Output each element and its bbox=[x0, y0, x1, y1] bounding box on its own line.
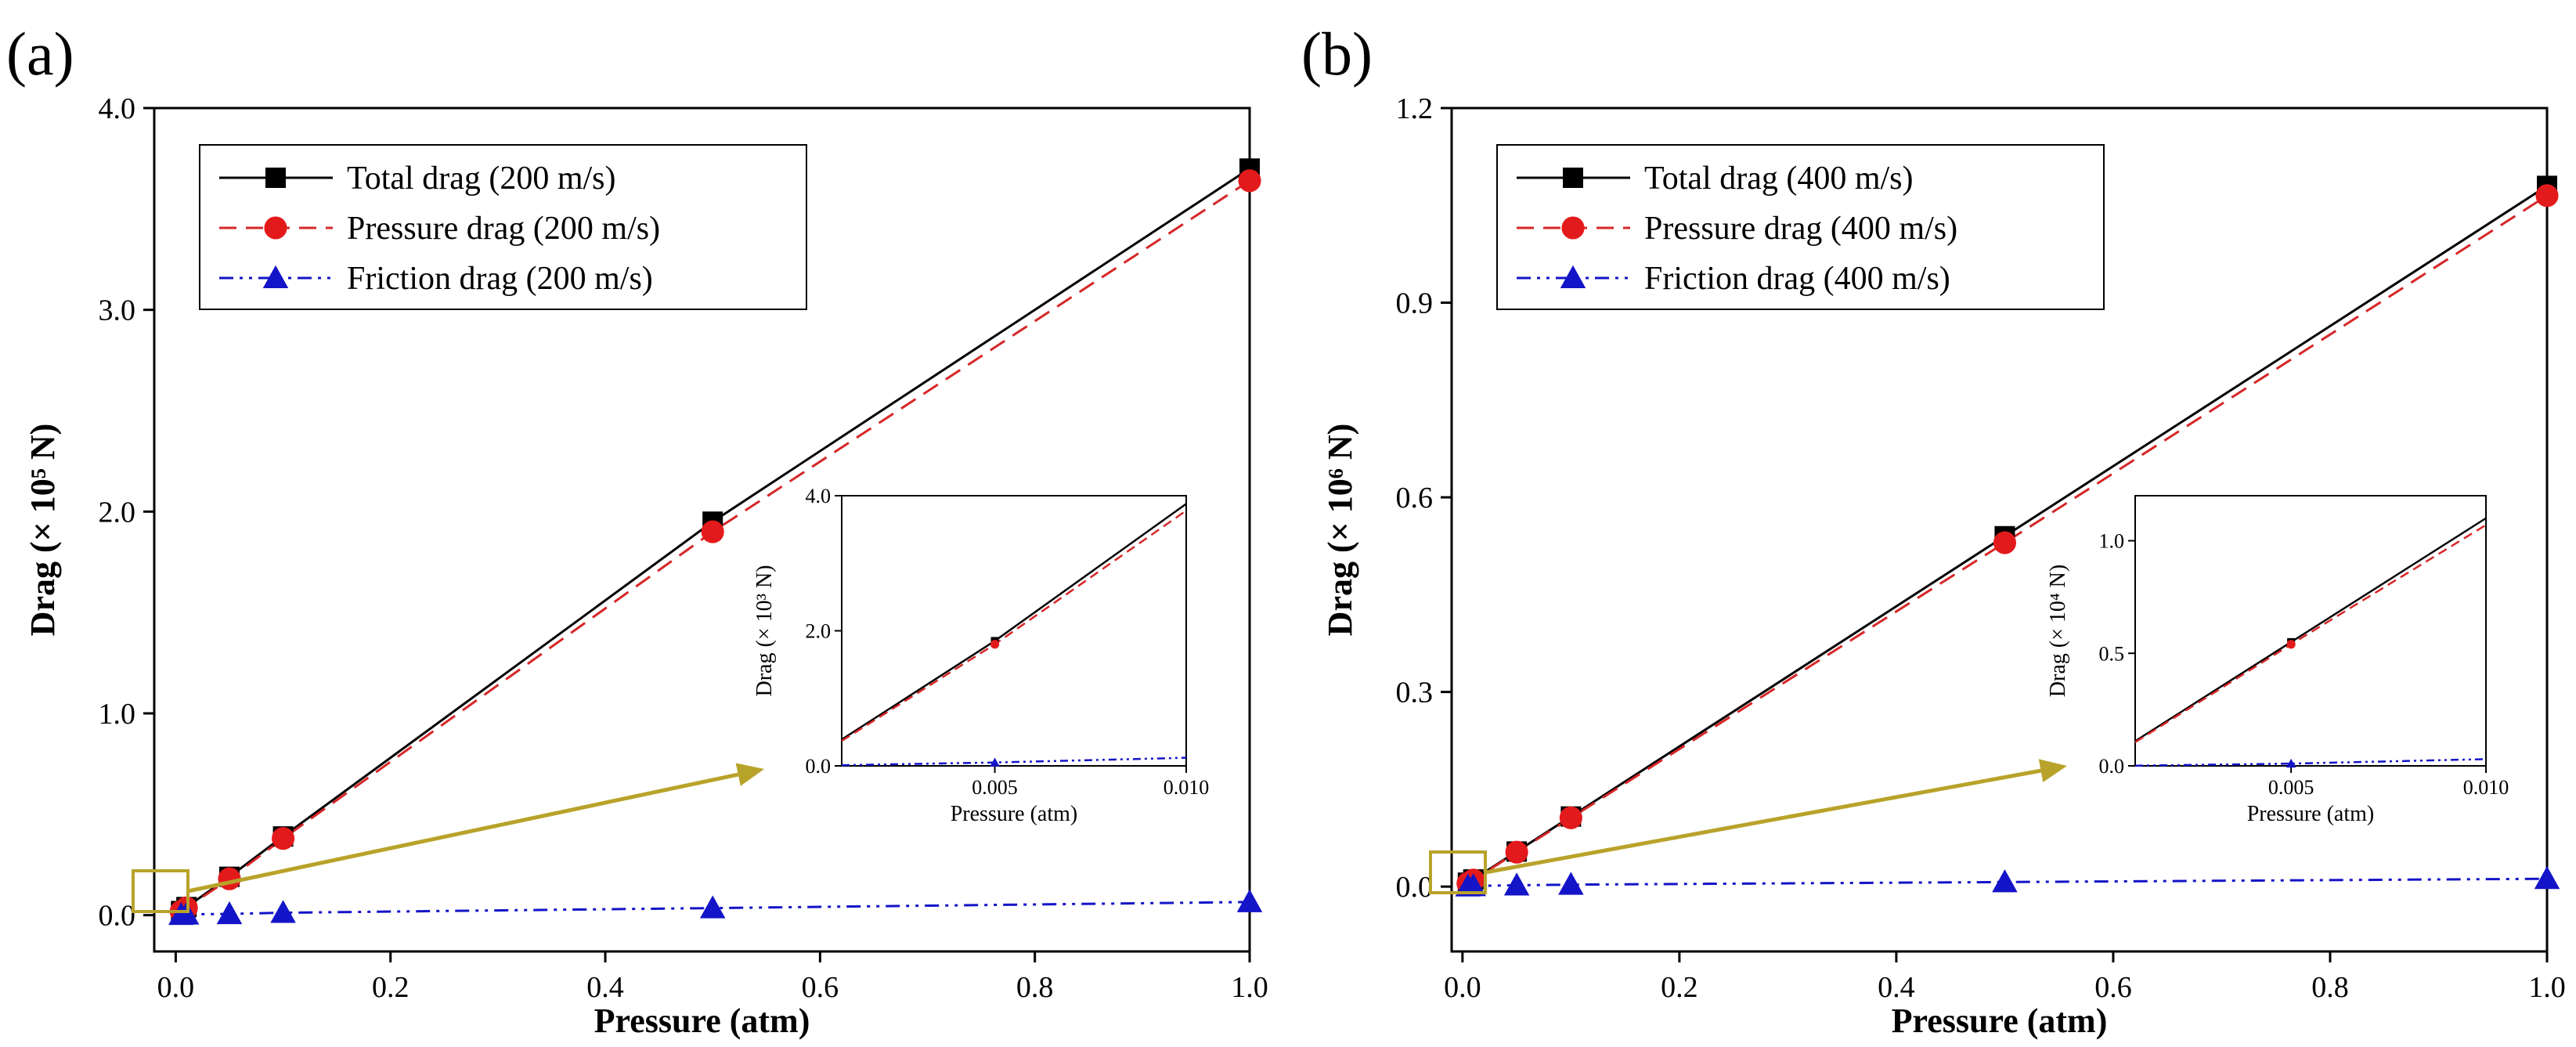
data-point-circle bbox=[1505, 840, 1528, 864]
y-axis-title: Drag (× 10⁶ N) bbox=[1321, 424, 1359, 637]
zoom-arrow bbox=[1485, 768, 2042, 875]
zoom-arrow bbox=[187, 772, 739, 894]
inset-data-point bbox=[2286, 758, 2296, 768]
panel-a: (a) 0.0 0.2 0.4 0.6 0.8 1.0 0.0 1.0 2.0 3.0 4.0 Pres… bbox=[6, 20, 1268, 1040]
data-point-triangle bbox=[2534, 865, 2560, 890]
legend-marker-square bbox=[265, 168, 286, 188]
x-tick-label: 1.0 bbox=[2528, 971, 2566, 1004]
data-point-circle bbox=[1993, 531, 2016, 554]
zoom-arrow-head bbox=[735, 763, 764, 786]
inset-y-axis-title: Drag (× 10³ N) bbox=[752, 565, 777, 696]
inset-y-tick-label: 1.0 bbox=[2099, 530, 2125, 553]
data-point-circle bbox=[2535, 184, 2559, 208]
legend-label: Total drag (200 m/s) bbox=[347, 161, 616, 197]
inset-data-point bbox=[2286, 640, 2296, 649]
data-point-triangle bbox=[216, 901, 243, 925]
x-tick-label: 0.0 bbox=[157, 971, 195, 1004]
x-tick-label: 0.2 bbox=[1661, 971, 1698, 1004]
inset-x-tick-label: 0.005 bbox=[2268, 776, 2314, 799]
x-tick-label: 0.4 bbox=[586, 971, 624, 1004]
y-tick-label: 0.3 bbox=[1396, 677, 1434, 709]
inset-x-tick-label: 0.010 bbox=[2463, 776, 2509, 799]
x-tick-label: 0.8 bbox=[2311, 971, 2349, 1004]
x-axis-title: Pressure (atm) bbox=[594, 1002, 810, 1040]
inset-x-axis-title: Pressure (atm) bbox=[2247, 802, 2375, 826]
y-axis-title: Drag (× 10⁵ N) bbox=[23, 424, 62, 637]
panel-label: (b) bbox=[1301, 20, 1373, 88]
y-tick-label: 3.0 bbox=[99, 294, 136, 327]
data-point-circle bbox=[1559, 806, 1582, 829]
legend-label: Total drag (400 m/s) bbox=[1644, 161, 1914, 197]
x-tick-label: 1.0 bbox=[1231, 971, 1268, 1004]
legend-marker-triangle bbox=[1560, 265, 1586, 288]
inset-series-line bbox=[2134, 758, 2487, 767]
x-tick-label: 0.2 bbox=[372, 971, 409, 1004]
x-tick-label: 0.6 bbox=[802, 971, 839, 1004]
plot-frame bbox=[1450, 107, 2549, 953]
x-tick-label: 0.6 bbox=[2094, 971, 2132, 1004]
inset-x-tick-label: 0.005 bbox=[972, 776, 1018, 799]
y-tick-label: 4.0 bbox=[99, 92, 136, 125]
inset-y-tick-label: 0.0 bbox=[806, 755, 832, 778]
y-tick-label: 0.9 bbox=[1396, 287, 1434, 320]
legend-label: Friction drag (400 m/s) bbox=[1644, 261, 1950, 297]
x-axis-title: Pressure (atm) bbox=[1892, 1002, 2108, 1040]
legend-label: Pressure drag (200 m/s) bbox=[347, 211, 660, 247]
data-point-triangle bbox=[1503, 872, 1530, 896]
y-tick-label: 0.0 bbox=[1396, 871, 1434, 904]
inset-x-axis-title: Pressure (atm) bbox=[951, 802, 1078, 826]
x-tick-label: 0.4 bbox=[1878, 971, 1915, 1004]
inset-data-point bbox=[990, 640, 1000, 649]
x-tick-label: 0.0 bbox=[1444, 971, 1481, 1004]
plot-frame bbox=[153, 107, 1251, 953]
legend-marker-square bbox=[1563, 168, 1583, 188]
data-point-circle bbox=[1238, 169, 1261, 193]
y-tick-label: 2.0 bbox=[99, 496, 136, 529]
panel-label: (a) bbox=[6, 20, 74, 88]
inset-y-tick-label: 0.5 bbox=[2099, 642, 2125, 665]
inset-y-axis-title: Drag (× 10⁴ N) bbox=[2046, 565, 2070, 697]
y-tick-label: 1.0 bbox=[99, 698, 136, 731]
data-point-triangle bbox=[1558, 872, 1584, 895]
inset-x-tick-label: 0.010 bbox=[1164, 776, 1210, 799]
legend-label: Friction drag (200 m/s) bbox=[347, 261, 653, 297]
y-tick-label: 0.6 bbox=[1396, 482, 1434, 514]
data-point-triangle bbox=[1236, 889, 1263, 912]
x-tick-label: 0.8 bbox=[1016, 971, 1054, 1004]
inset-data-point bbox=[990, 757, 1000, 767]
inset-y-tick-label: 4.0 bbox=[806, 485, 832, 507]
data-point-circle bbox=[272, 827, 295, 850]
y-tick-label: 0.0 bbox=[99, 900, 136, 933]
data-point-circle bbox=[701, 520, 724, 543]
data-point-triangle bbox=[699, 895, 726, 919]
data-point-triangle bbox=[1460, 873, 1486, 897]
legend-marker-circle bbox=[264, 216, 287, 240]
data-point-triangle bbox=[270, 900, 296, 923]
legend-marker-circle bbox=[1561, 216, 1585, 240]
legend-marker-triangle bbox=[262, 265, 289, 288]
inset-frame bbox=[841, 495, 1187, 767]
panel-b: (b) 0.0 0.2 0.4 0.6 0.8 1.0 0.0 0.3 0.6 0.9 1.2 Pres… bbox=[1301, 20, 2566, 1040]
y-tick-label: 1.2 bbox=[1396, 92, 1434, 125]
legend-label: Pressure drag (400 m/s) bbox=[1644, 211, 1957, 247]
inset-y-tick-label: 2.0 bbox=[806, 620, 832, 643]
inset-y-tick-label: 0.0 bbox=[2099, 755, 2125, 778]
data-point-triangle bbox=[1992, 869, 2018, 893]
zoom-arrow-head bbox=[2038, 759, 2067, 782]
